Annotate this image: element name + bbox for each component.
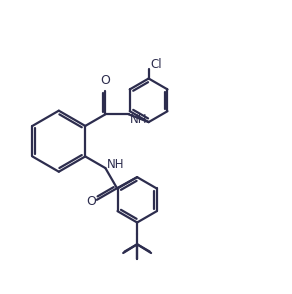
Text: O: O: [100, 74, 110, 87]
Text: O: O: [87, 195, 97, 208]
Text: NH: NH: [130, 113, 147, 126]
Text: NH: NH: [107, 158, 124, 171]
Text: Cl: Cl: [150, 58, 162, 71]
